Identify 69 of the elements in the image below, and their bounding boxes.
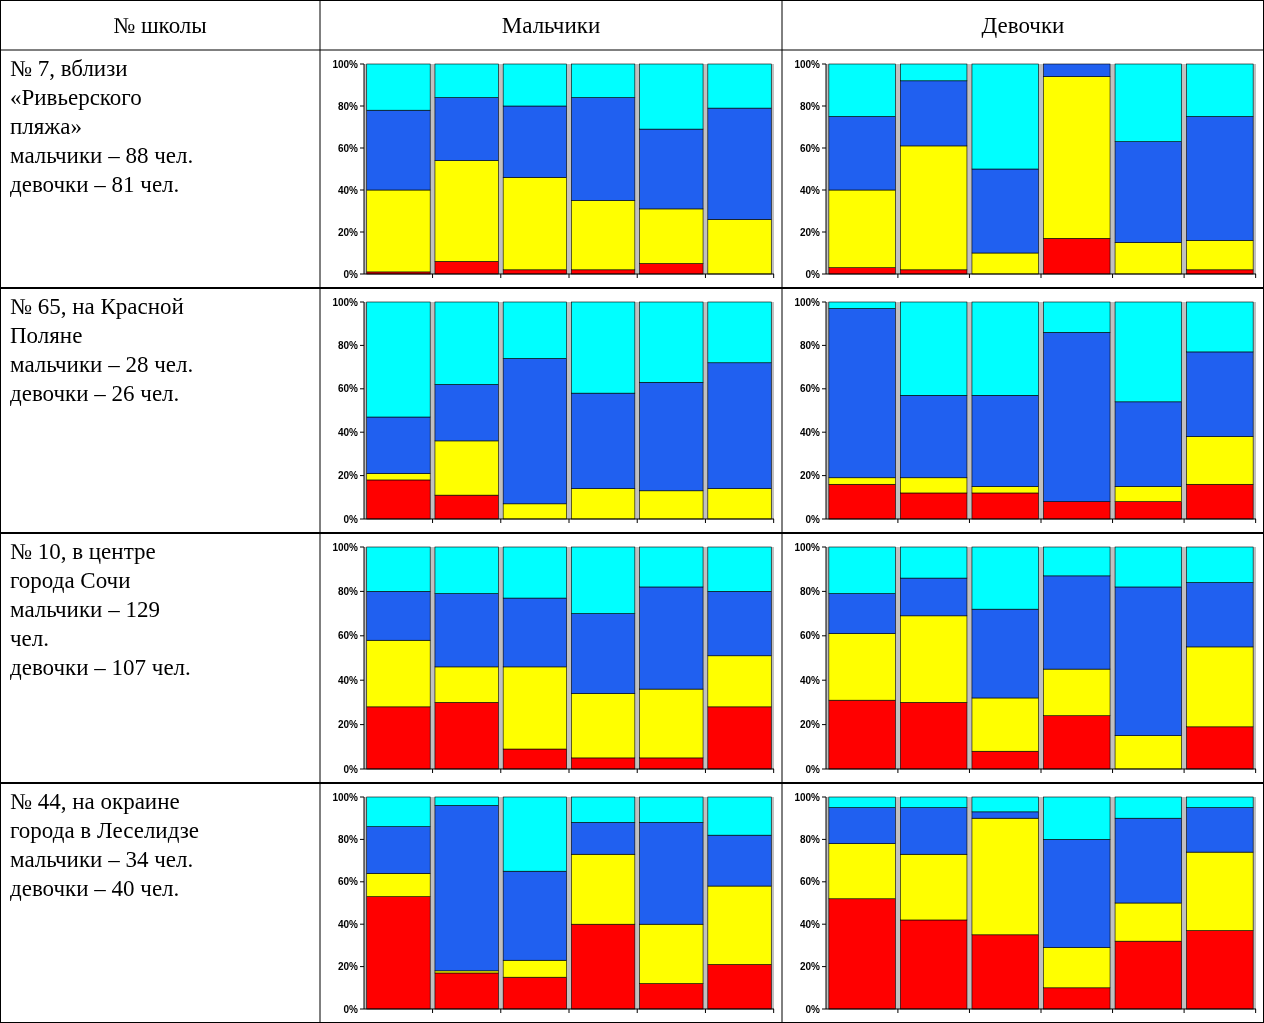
y-tick-label: 0%	[805, 1003, 821, 1015]
text: «Ривьерского	[10, 85, 142, 110]
y-tick-label: 40%	[799, 184, 821, 196]
y-tick-label: 20%	[337, 961, 359, 973]
text: пляжа»	[10, 114, 82, 139]
text: Поляне	[10, 323, 83, 348]
text: № 44, на окраине	[10, 789, 180, 814]
text: девочки – 40 чел.	[10, 876, 180, 901]
y-tick-label: 100%	[794, 58, 821, 70]
text: мальчики – 28 чел.	[10, 352, 194, 377]
y-tick-label: 100%	[332, 541, 359, 553]
y-tick-label: 0%	[343, 763, 359, 775]
y-tick-label: 60%	[799, 876, 821, 888]
text: мальчики – 129	[10, 597, 160, 622]
y-tick-label: 20%	[337, 226, 359, 238]
text: Мальчики	[501, 13, 601, 38]
text: № 10, в центре	[10, 539, 156, 564]
text: города в Леселидзе	[10, 818, 199, 843]
text: девочки – 107 чел.	[10, 655, 191, 680]
text: девочки – 81 чел.	[10, 172, 180, 197]
y-tick-label: 80%	[799, 100, 821, 112]
text: чел.	[10, 626, 50, 651]
y-tick-label: 60%	[337, 876, 359, 888]
y-tick-label: 0%	[343, 268, 359, 280]
y-tick-label: 60%	[799, 383, 821, 395]
y-tick-label: 0%	[343, 1003, 359, 1015]
y-tick-label: 20%	[799, 226, 821, 238]
y-tick-label: 80%	[799, 585, 821, 597]
y-tick-label: 20%	[799, 961, 821, 973]
y-tick-label: 100%	[332, 58, 359, 70]
y-tick-label: 80%	[337, 100, 359, 112]
y-tick-label: 20%	[337, 470, 359, 482]
y-tick-label: 20%	[799, 470, 821, 482]
y-tick-label: 80%	[799, 339, 821, 351]
y-tick-label: 60%	[799, 142, 821, 154]
y-tick-label: 100%	[332, 296, 359, 308]
text: Девочки	[981, 13, 1065, 38]
text: города Сочи	[10, 568, 131, 593]
y-tick-label: 80%	[799, 833, 821, 845]
y-tick-label: 100%	[794, 791, 821, 803]
text: № 7, вблизи	[10, 56, 128, 81]
y-tick-label: 0%	[805, 763, 821, 775]
y-tick-label: 100%	[332, 791, 359, 803]
y-tick-label: 100%	[794, 541, 821, 553]
y-tick-label: 40%	[337, 184, 359, 196]
y-tick-label: 20%	[799, 719, 821, 731]
y-tick-label: 0%	[343, 513, 359, 525]
y-tick-label: 80%	[337, 585, 359, 597]
y-tick-label: 40%	[337, 918, 359, 930]
text: мальчики – 34 чел.	[10, 847, 194, 872]
text: девочки – 26 чел.	[10, 381, 180, 406]
y-tick-label: 0%	[805, 268, 821, 280]
y-tick-label: 40%	[337, 426, 359, 438]
text: № школы	[113, 13, 207, 38]
y-tick-label: 80%	[337, 833, 359, 845]
y-tick-label: 60%	[337, 142, 359, 154]
y-tick-label: 40%	[799, 674, 821, 686]
y-tick-label: 60%	[337, 383, 359, 395]
text: № 65, на Красной	[10, 294, 184, 319]
text: мальчики – 88 чел.	[10, 143, 194, 168]
y-tick-label: 40%	[799, 426, 821, 438]
y-tick-label: 0%	[805, 513, 821, 525]
y-tick-label: 100%	[794, 296, 821, 308]
y-tick-label: 40%	[799, 918, 821, 930]
y-tick-label: 80%	[337, 339, 359, 351]
y-tick-label: 60%	[799, 630, 821, 642]
y-tick-label: 40%	[337, 674, 359, 686]
y-tick-label: 20%	[337, 719, 359, 731]
y-tick-label: 60%	[337, 630, 359, 642]
